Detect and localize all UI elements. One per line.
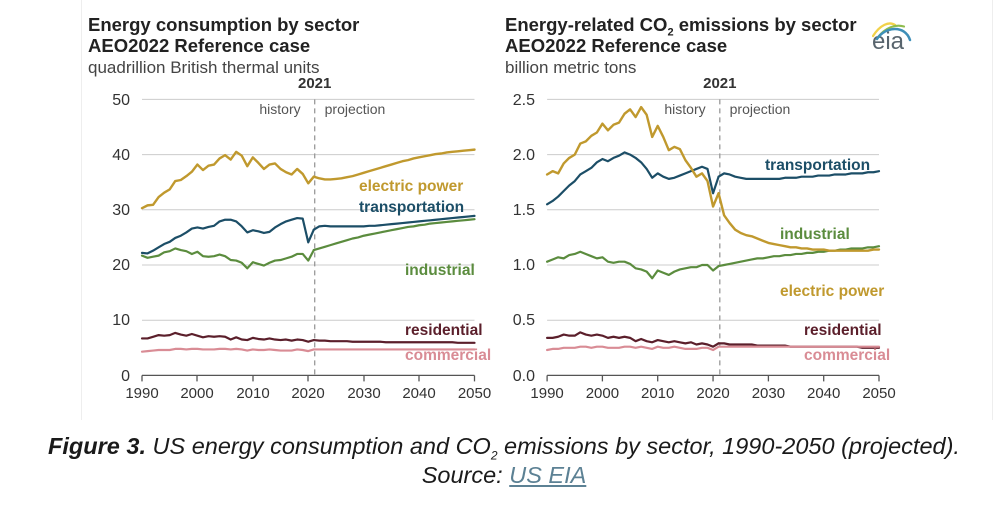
svg-text:10: 10 bbox=[112, 312, 130, 329]
svg-text:2020: 2020 bbox=[291, 385, 324, 402]
svg-text:2010: 2010 bbox=[641, 385, 674, 402]
svg-text:50: 50 bbox=[112, 92, 130, 109]
svg-text:2000: 2000 bbox=[180, 385, 213, 402]
svg-text:0: 0 bbox=[121, 368, 130, 385]
svg-text:2050: 2050 bbox=[862, 385, 895, 402]
svg-text:residential: residential bbox=[804, 322, 882, 339]
svg-text:history: history bbox=[664, 101, 705, 117]
svg-text:1.5: 1.5 bbox=[513, 202, 535, 219]
svg-text:2040: 2040 bbox=[807, 385, 840, 402]
svg-text:residential: residential bbox=[405, 322, 483, 339]
svg-text:2021: 2021 bbox=[298, 75, 331, 92]
svg-text:1990: 1990 bbox=[530, 385, 563, 402]
svg-text:2050: 2050 bbox=[458, 385, 491, 402]
svg-text:electric power: electric power bbox=[359, 178, 463, 195]
svg-text:2040: 2040 bbox=[402, 385, 435, 402]
svg-text:2030: 2030 bbox=[347, 385, 380, 402]
svg-text:industrial: industrial bbox=[405, 262, 475, 279]
svg-text:30: 30 bbox=[112, 202, 130, 219]
svg-text:2030: 2030 bbox=[752, 385, 785, 402]
svg-text:2000: 2000 bbox=[586, 385, 619, 402]
svg-text:commercial: commercial bbox=[804, 347, 890, 364]
svg-text:2.5: 2.5 bbox=[513, 92, 535, 109]
svg-text:1.0: 1.0 bbox=[513, 257, 535, 274]
svg-text:transportation: transportation bbox=[765, 157, 870, 174]
svg-text:industrial: industrial bbox=[780, 226, 850, 243]
svg-text:2010: 2010 bbox=[236, 385, 269, 402]
svg-text:transportation: transportation bbox=[359, 199, 464, 216]
svg-text:2020: 2020 bbox=[696, 385, 729, 402]
svg-text:0.0: 0.0 bbox=[513, 368, 535, 385]
svg-text:1990: 1990 bbox=[125, 385, 158, 402]
svg-text:2021: 2021 bbox=[703, 75, 736, 92]
svg-text:projection: projection bbox=[730, 101, 791, 117]
svg-text:2.0: 2.0 bbox=[513, 147, 535, 164]
svg-text:commercial: commercial bbox=[405, 347, 491, 364]
svg-text:history: history bbox=[259, 101, 300, 117]
svg-text:electric power: electric power bbox=[780, 283, 884, 300]
svg-text:40: 40 bbox=[112, 147, 130, 164]
svg-text:projection: projection bbox=[325, 101, 386, 117]
svg-text:20: 20 bbox=[112, 257, 130, 274]
svg-text:0.5: 0.5 bbox=[513, 312, 535, 329]
